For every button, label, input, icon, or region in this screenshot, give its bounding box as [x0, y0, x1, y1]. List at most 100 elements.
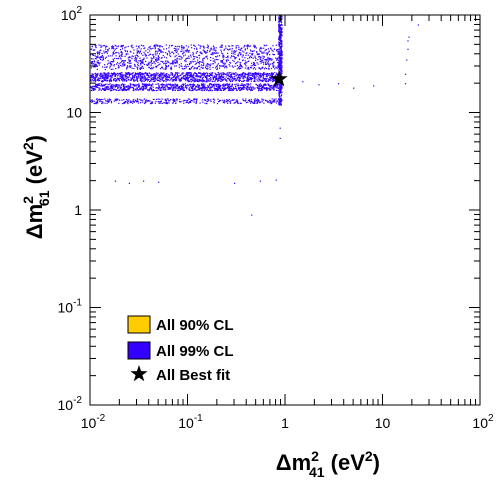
scatter-point — [264, 49, 266, 52]
scatter-point — [135, 100, 138, 102]
scatter-point — [223, 85, 225, 87]
scatter-point — [278, 15, 280, 17]
scatter-point — [258, 78, 260, 80]
scatter-point — [229, 88, 231, 90]
scatter-point — [141, 66, 143, 68]
scatter-point — [159, 68, 161, 70]
scatter-point — [157, 50, 159, 52]
scatter-point — [267, 56, 269, 59]
scatter-point — [105, 100, 107, 102]
scatter-point — [113, 88, 115, 90]
scatter-point — [252, 63, 254, 65]
scatter-point — [168, 74, 170, 76]
scatter-point — [171, 73, 174, 75]
scatter-point — [226, 48, 228, 50]
scatter-point — [100, 89, 102, 91]
scatter-point — [279, 55, 281, 57]
scatter-point — [230, 76, 232, 78]
scatter-point — [103, 50, 105, 52]
scatter-point — [147, 100, 149, 102]
scatter-point — [210, 73, 212, 75]
scatter-point — [240, 84, 242, 87]
scatter-point — [167, 77, 169, 79]
scatter-point — [105, 76, 107, 78]
scatter-point — [222, 73, 224, 76]
scatter-point — [185, 61, 187, 63]
scatter-point — [142, 99, 144, 101]
scatter-point — [270, 67, 273, 70]
scatter-point — [203, 46, 205, 48]
scatter-point — [125, 78, 127, 80]
scatter-point — [201, 83, 203, 86]
scatter-point — [192, 75, 194, 77]
scatter-point — [280, 50, 282, 52]
scatter-point — [114, 99, 116, 101]
scatter-point — [228, 75, 230, 77]
scatter-point — [193, 48, 195, 50]
scatter-point — [280, 67, 282, 69]
scatter-point — [266, 72, 268, 74]
scatter-point — [101, 101, 103, 103]
scatter-point — [207, 44, 209, 46]
y-axis-title: Δm261 (eV2) — [20, 135, 52, 239]
scatter-point — [232, 73, 234, 75]
scatter-point — [234, 51, 236, 54]
scatter-point — [98, 78, 100, 80]
scatter-point — [245, 62, 247, 64]
scatter-point — [174, 100, 176, 102]
scatter-point — [256, 52, 258, 54]
scatter-point — [125, 80, 127, 82]
scatter-point — [158, 50, 160, 52]
scatter-point — [246, 86, 248, 88]
scatter-point — [94, 84, 97, 86]
scatter-point — [183, 52, 185, 54]
scatter-point — [264, 87, 266, 89]
scatter-point — [143, 63, 145, 66]
scatter-point — [248, 99, 250, 101]
scatter-point — [171, 77, 173, 79]
scatter-point — [161, 51, 163, 53]
scatter-point — [269, 102, 271, 104]
scatter-point — [143, 77, 145, 79]
scatter-point — [203, 64, 205, 66]
scatter-point — [184, 50, 186, 52]
scatter-point — [165, 48, 168, 50]
scatter-point — [208, 89, 210, 92]
scatter-point — [145, 50, 147, 52]
scatter-point — [142, 61, 144, 63]
scatter-point — [137, 76, 139, 78]
scatter-point — [168, 87, 170, 89]
scatter-point — [264, 88, 266, 90]
scatter-point — [207, 45, 209, 47]
scatter-point — [125, 98, 128, 101]
scatter-point — [153, 98, 155, 101]
scatter-point — [112, 86, 114, 88]
scatter-point — [233, 61, 235, 63]
scatter-point — [113, 60, 115, 62]
scatter-point — [142, 76, 144, 78]
scatter-point — [280, 50, 282, 52]
scatter-point — [168, 88, 170, 90]
scatter-point — [263, 75, 265, 77]
scatter-point — [122, 48, 124, 50]
scatter-point — [117, 58, 119, 60]
scatter-point — [101, 59, 103, 61]
scatter-point — [226, 73, 228, 75]
scatter-point — [275, 66, 277, 68]
scatter-point — [157, 79, 159, 81]
scatter-point — [280, 88, 282, 90]
scatter-point — [273, 88, 275, 90]
scatter-point — [271, 63, 273, 65]
scatter-point — [280, 95, 282, 97]
scatter-point — [226, 67, 228, 69]
scatter-point — [91, 73, 93, 75]
scatter-point — [256, 101, 259, 103]
scatter-point — [174, 86, 176, 88]
scatter-point — [247, 85, 249, 87]
scatter-point — [204, 85, 206, 87]
scatter-point — [173, 100, 175, 102]
scatter-point — [96, 51, 98, 54]
scatter-point — [169, 55, 172, 57]
scatter-point — [195, 89, 197, 91]
scatter-point — [241, 74, 244, 76]
